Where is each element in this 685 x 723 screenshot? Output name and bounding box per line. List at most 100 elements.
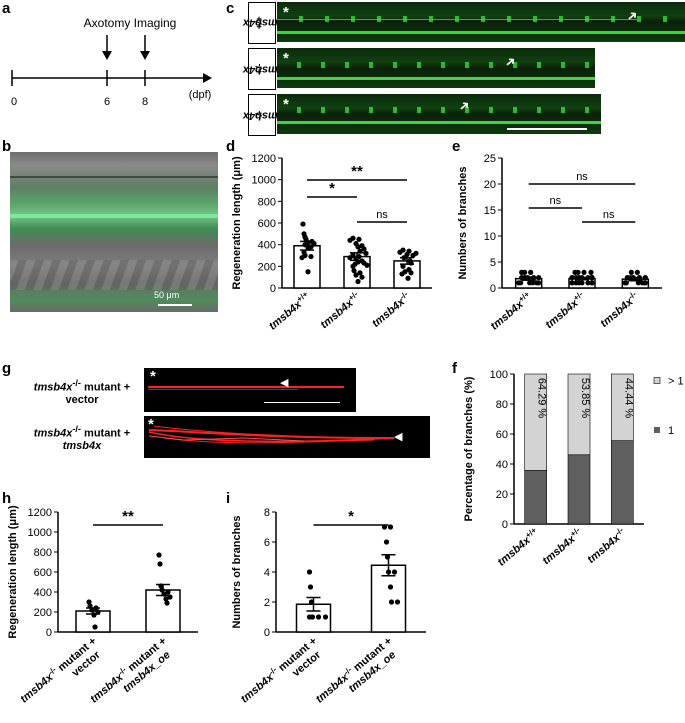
data-point [86, 599, 92, 605]
x-tick-label: tmsb4x-/- mutant +vector [239, 635, 324, 705]
y-axis-label: Percentage of branches (%) [463, 376, 475, 521]
g-row1-label: tmsb4x-/- mutant + vector [33, 378, 131, 406]
legend-label: > 1 [668, 376, 684, 388]
y-tick-label: 20 [496, 489, 508, 501]
data-point [588, 269, 594, 275]
arrow-icon: ➜ [501, 52, 520, 71]
data-point [589, 275, 595, 281]
y-tick-label: 0 [502, 519, 508, 531]
data-point [634, 269, 640, 275]
data-point [385, 569, 392, 575]
data-point [581, 269, 587, 275]
stacked-bar-segment [567, 373, 591, 456]
axon-image-het: * ➜ [277, 48, 595, 88]
arrow-icon: ➜ [623, 6, 642, 25]
timeline-unit: (dpf) [189, 89, 212, 101]
data-point [164, 600, 170, 606]
axon-image-rescue: * ◀ [144, 416, 430, 458]
data-point [351, 268, 357, 274]
y-tick-label: 1200 [252, 153, 276, 165]
panel-label-b: b [2, 138, 12, 155]
imaging-label: Imaging [134, 16, 177, 30]
y-tick-label: 60 [496, 429, 508, 441]
g-row2-label: tmsb4x-/- mutant + tmsb4x [33, 424, 131, 452]
stacked-bar-segment [611, 373, 634, 441]
arrowhead-icon: ◀ [394, 431, 403, 443]
data-point [356, 236, 362, 242]
y-tick-label: 600 [34, 567, 52, 579]
y-tick-label: 0 [270, 283, 276, 295]
data-point [405, 275, 411, 281]
y-axis-label: Regeneration length (μm) [7, 505, 19, 639]
bar-value-label: 53.85 % [579, 378, 591, 419]
y-tick-label: 400 [258, 240, 276, 252]
significance-label: ns [550, 195, 562, 207]
y-tick-label: 20 [484, 179, 496, 191]
data-point [347, 255, 353, 261]
data-point [363, 250, 369, 256]
data-point [636, 275, 642, 281]
panel-label-e: e [452, 138, 461, 155]
data-point [387, 584, 394, 590]
data-point [165, 589, 171, 595]
stacked-bar-segment [524, 373, 547, 471]
data-point [516, 280, 522, 286]
significance-label: * [329, 180, 335, 197]
significance-label: * [348, 508, 354, 525]
legend-swatch [653, 377, 661, 384]
data-point [408, 270, 414, 276]
data-point [307, 584, 314, 590]
significance-label: ** [351, 163, 363, 180]
data-point [642, 280, 648, 286]
data-point [519, 269, 525, 275]
bar [293, 245, 321, 289]
data-point [536, 275, 542, 281]
data-point [159, 587, 165, 593]
asterisk-marker: * [148, 416, 154, 433]
axon-image-vector: * ◀ [144, 368, 356, 412]
asterisk-marker: * [283, 96, 289, 113]
data-point [622, 280, 628, 286]
svg-text:tmsb4x+/+: tmsb4x+/+ [266, 289, 314, 332]
y-tick-label: 1000 [28, 527, 52, 539]
data-point [347, 237, 353, 243]
data-point [355, 244, 361, 250]
data-point [357, 270, 363, 276]
data-point [355, 278, 361, 285]
data-point [394, 599, 401, 605]
data-point [573, 280, 579, 286]
legend-swatch [654, 427, 660, 433]
timeline: Axotomy Imaging 0 6 8 (dpf) [11, 16, 212, 108]
panel-label-a: a [2, 0, 11, 17]
panel-label-g: g [2, 360, 12, 377]
y-tick-label: 1200 [28, 507, 52, 519]
data-point [322, 614, 329, 620]
data-point [161, 591, 167, 597]
data-point [528, 269, 534, 275]
svg-text:tmsb4x+/-: tmsb4x+/- [317, 289, 363, 331]
data-point [400, 263, 406, 269]
y-tick-label: 600 [258, 218, 276, 230]
data-point [527, 280, 533, 286]
y-tick-label: 200 [258, 261, 276, 273]
x-tick-label: tmsb4x-/- [370, 289, 410, 330]
chart-f: 0 20 40 60 80 100 Percentage of branches (%) 64… [463, 369, 684, 569]
y-tick-label: 0 [46, 627, 52, 639]
x-tick-label: tmsb4x+/+ [495, 525, 538, 568]
significance-label: ns [603, 209, 615, 221]
y-tick-label: 4 [264, 567, 270, 579]
significance-label: ns [576, 171, 588, 183]
data-point [308, 253, 314, 260]
y-tick-label: 100 [490, 369, 508, 381]
panel-label-d: d [226, 138, 236, 155]
data-point [87, 603, 93, 609]
data-point [384, 554, 391, 560]
data-point [299, 255, 305, 261]
panel-label-c: c [226, 0, 235, 17]
data-point [163, 596, 169, 602]
imaging-arrow-icon [140, 51, 150, 60]
significance-label: ** [122, 508, 134, 525]
data-point [572, 269, 578, 275]
data-point [158, 583, 164, 589]
